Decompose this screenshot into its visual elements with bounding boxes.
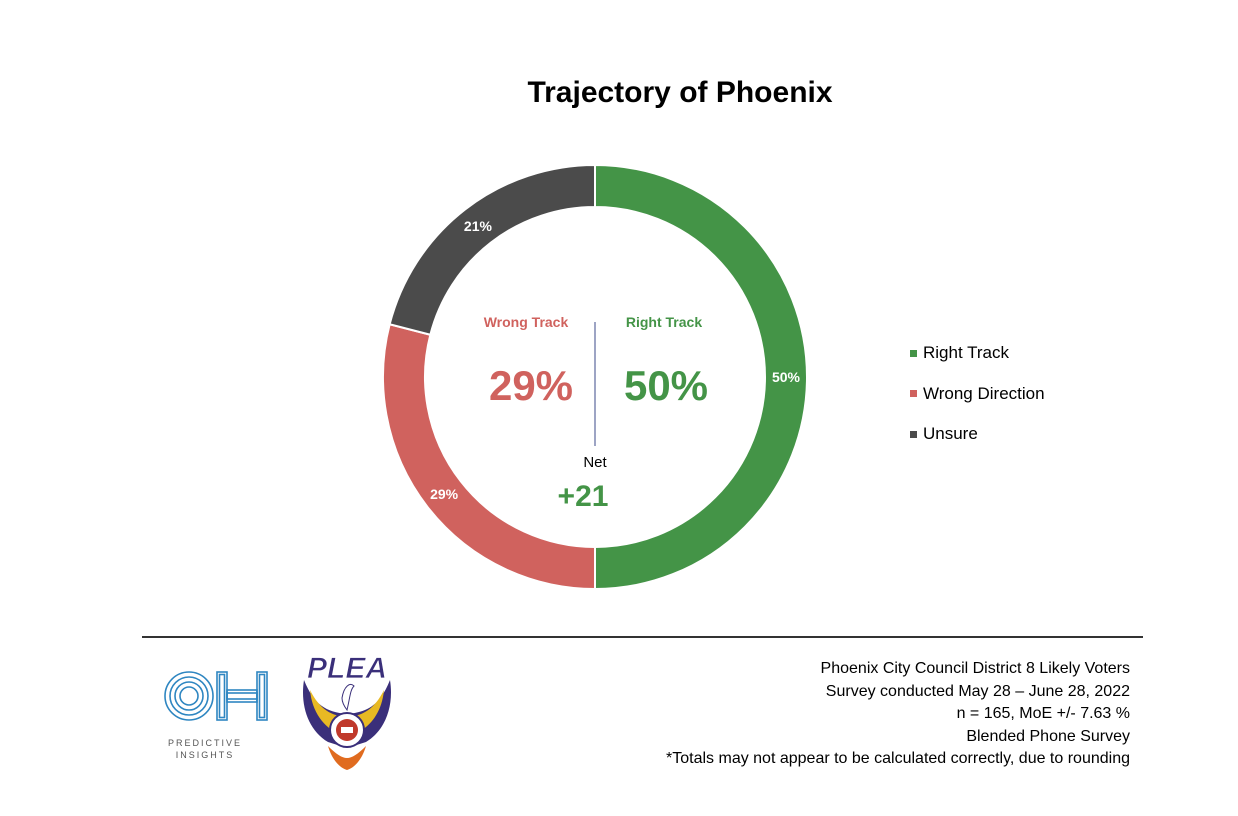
legend-item-right-track: Right Track bbox=[910, 333, 1045, 374]
net-label: Net bbox=[583, 454, 607, 471]
legend-swatch bbox=[910, 349, 917, 357]
survey-note-line: Phoenix City Council District 8 Likely V… bbox=[820, 660, 1130, 677]
legend-label: Unsure bbox=[923, 424, 978, 444]
survey-note-line: *Totals may not appear to be calculated … bbox=[666, 750, 1130, 767]
survey-notes: Phoenix City Council District 8 Likely V… bbox=[666, 658, 1130, 771]
legend-swatch bbox=[910, 390, 917, 398]
wrong-track-value: 29% bbox=[488, 362, 574, 409]
oh-predictive-insights-logo: PREDICTIVE INSIGHTS bbox=[164, 671, 268, 760]
oh-logo-line1: PREDICTIVE bbox=[168, 738, 242, 748]
legend-item-wrong-direction: Wrong Direction bbox=[910, 374, 1045, 415]
survey-note-line: Survey conducted May 28 – June 28, 2022 bbox=[825, 682, 1130, 700]
slice-data-label: 29% bbox=[430, 486, 459, 502]
slice-data-label: 21% bbox=[464, 218, 493, 234]
legend-item-unsure: Unsure bbox=[910, 414, 1045, 455]
right-track-value: 50% bbox=[623, 362, 709, 409]
wrong-track-label: Wrong Track bbox=[483, 314, 569, 330]
chart-title: Trajectory of Phoenix bbox=[527, 76, 833, 109]
net-value: +21 bbox=[557, 480, 609, 513]
legend-label: Right Track bbox=[923, 343, 1009, 363]
plea-logo-text: PLEA bbox=[307, 652, 387, 685]
footer-divider bbox=[142, 636, 1143, 638]
legend-swatch bbox=[910, 430, 917, 438]
survey-note-line: Blended Phone Survey bbox=[966, 727, 1130, 745]
legend-label: Wrong Direction bbox=[923, 383, 1045, 403]
donut-slice-unsure bbox=[388, 163, 596, 336]
survey-note-line: n = 165, MoE +/- 7.63 % bbox=[956, 705, 1130, 722]
oh-logo-line2: INSIGHTS bbox=[176, 750, 235, 760]
donut-slice-right-track bbox=[594, 163, 808, 591]
slice-data-label: 50% bbox=[772, 369, 801, 385]
plea-logo: PLEA bbox=[303, 652, 391, 770]
chart-legend: Right Track Wrong Direction Unsure bbox=[910, 333, 1045, 455]
right-track-label: Right Track bbox=[625, 314, 703, 330]
